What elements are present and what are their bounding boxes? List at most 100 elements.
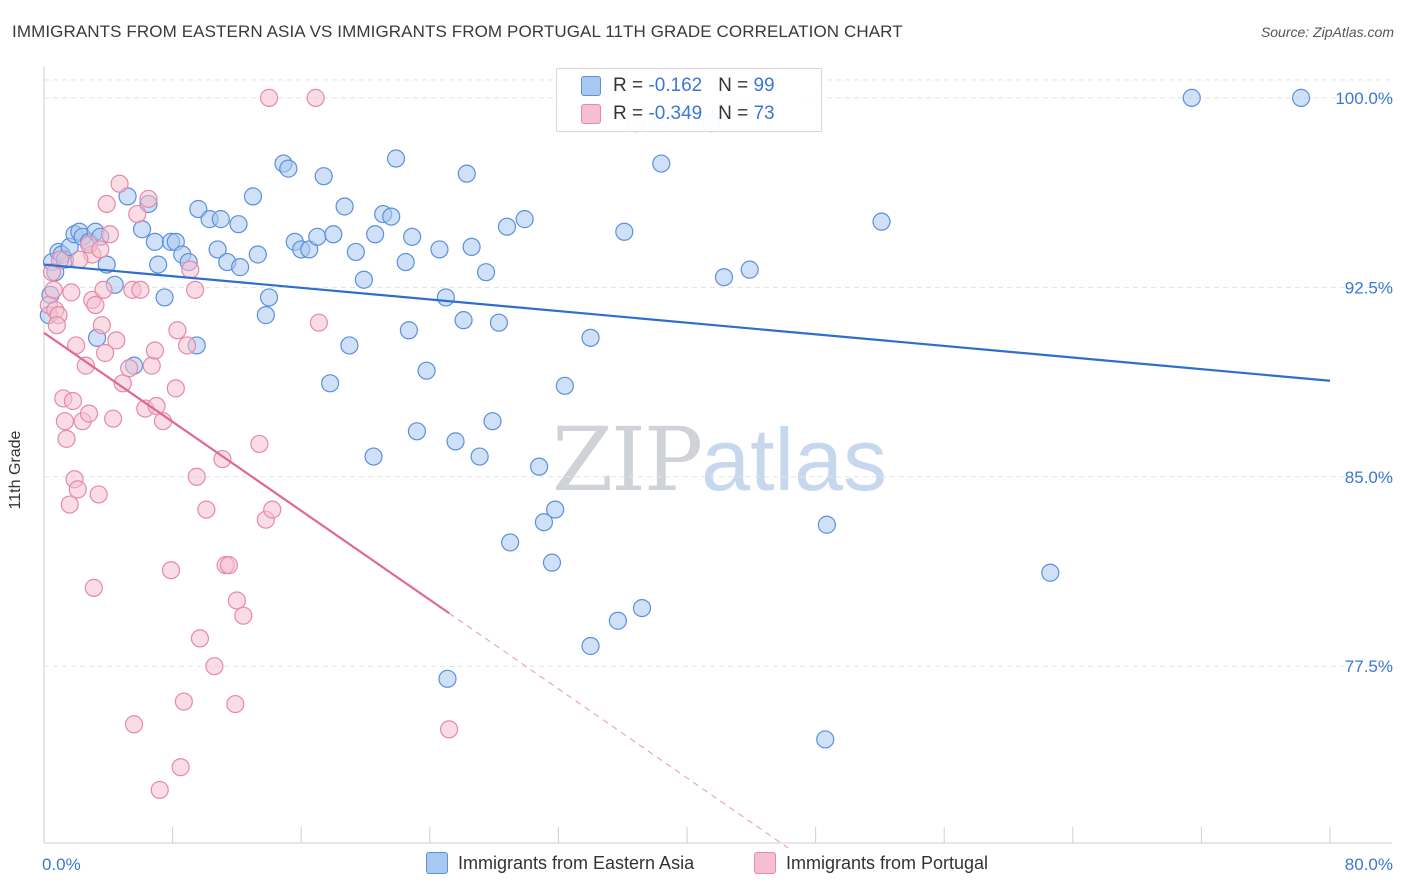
point-portugal — [91, 240, 110, 259]
point-eastern-asia — [229, 215, 248, 234]
point-eastern-asia — [581, 636, 600, 656]
point-eastern-asia — [546, 500, 565, 519]
point-eastern-asia — [132, 220, 152, 239]
legend-row-eastern-asia: R = -0.162 N = 99 — [557, 73, 821, 99]
point-eastern-asia — [208, 240, 227, 259]
point-eastern-asia — [399, 321, 419, 340]
tick-labels: 100.0% 92.5% 85.0% 77.5% 0.0% 80.0% — [42, 89, 1393, 874]
point-portugal — [166, 379, 185, 398]
point-portugal — [250, 434, 269, 454]
trend-line-portugal-extension — [448, 612, 789, 849]
gridlines — [44, 79, 1390, 667]
point-eastern-asia — [335, 197, 354, 216]
point-portugal — [110, 174, 129, 193]
point-eastern-asia — [534, 513, 554, 532]
point-eastern-asia — [211, 210, 230, 229]
y-tick-label: 100.0% — [1335, 89, 1393, 108]
point-portugal — [226, 694, 245, 714]
point-portugal — [57, 429, 76, 448]
point-eastern-asia — [457, 164, 476, 183]
point-eastern-asia — [530, 457, 549, 476]
point-eastern-asia — [454, 311, 473, 330]
trend-line-portugal — [43, 331, 450, 615]
correlation-legend: R = -0.162 N = 99 R = -0.349 N = 73 — [556, 68, 822, 132]
r-value: -0.349 — [648, 103, 703, 124]
point-portugal — [120, 359, 139, 378]
point-portugal — [181, 260, 200, 279]
legend-label: Immigrants from Portugal — [786, 852, 989, 873]
point-portugal — [174, 692, 193, 711]
point-portugal — [306, 88, 325, 107]
point-eastern-asia — [872, 212, 891, 231]
point-eastern-asia — [256, 306, 275, 325]
point-eastern-asia — [231, 258, 250, 277]
point-eastern-asia — [314, 167, 333, 186]
point-portugal — [100, 225, 120, 244]
point-eastern-asia — [248, 245, 267, 264]
point-portugal — [439, 720, 459, 739]
point-portugal — [70, 250, 89, 269]
point-portugal — [95, 343, 115, 363]
point-eastern-asia — [483, 412, 502, 431]
point-eastern-asia — [1182, 88, 1201, 107]
point-eastern-asia — [608, 611, 627, 630]
point-portugal — [79, 404, 99, 423]
r-value: -0.162 — [648, 75, 703, 96]
point-portugal — [68, 480, 87, 499]
point-portugal — [186, 280, 205, 299]
point-eastern-asia — [382, 207, 401, 226]
point-eastern-asia — [632, 598, 652, 618]
legend-row-text: R = -0.162 N = 99 — [613, 75, 775, 97]
y-tick-label: 85.0% — [1345, 468, 1393, 487]
point-portugal — [171, 758, 190, 777]
point-eastern-asia — [403, 227, 422, 246]
point-eastern-asia — [259, 288, 279, 307]
legend-label: Immigrants from Eastern Asia — [458, 852, 695, 873]
point-eastern-asia — [817, 515, 836, 534]
point-portugal — [259, 88, 279, 107]
r-label: R = — [613, 103, 649, 124]
point-eastern-asia — [1041, 563, 1060, 582]
point-eastern-asia — [321, 374, 340, 393]
point-portugal — [309, 313, 328, 332]
legend-swatch-blue — [426, 852, 448, 874]
point-eastern-asia — [816, 730, 835, 749]
point-eastern-asia — [145, 232, 165, 251]
point-portugal — [89, 485, 108, 504]
point-portugal — [107, 331, 126, 350]
point-portugal — [131, 280, 150, 299]
point-portugal — [161, 561, 181, 580]
point-eastern-asia — [476, 263, 496, 282]
n-label: N = — [718, 103, 754, 124]
point-eastern-asia — [366, 225, 385, 244]
point-eastern-asia — [417, 361, 436, 380]
legend-item-portugal[interactable]: Immigrants from Portugal — [754, 852, 988, 874]
point-eastern-asia — [470, 447, 489, 466]
point-portugal — [197, 500, 216, 519]
point-portugal — [205, 657, 224, 676]
point-portugal — [84, 578, 103, 597]
point-eastern-asia — [446, 432, 465, 451]
point-eastern-asia — [149, 255, 168, 274]
source-credit: Source: ZipAtlas.com — [1260, 24, 1394, 40]
legend-swatch-pink — [581, 104, 601, 124]
point-portugal — [142, 356, 161, 375]
axes — [43, 66, 1392, 844]
data-points — [39, 88, 1311, 800]
point-eastern-asia — [407, 422, 427, 441]
point-portugal — [190, 629, 210, 648]
point-portugal — [177, 336, 197, 355]
point-portugal — [124, 715, 144, 734]
point-portugal — [263, 500, 282, 519]
point-eastern-asia — [364, 447, 383, 466]
legend-item-eastern-asia[interactable]: Immigrants from Eastern Asia — [426, 852, 694, 874]
series-legend: Immigrants from Eastern Asia Immigrants … — [0, 852, 1406, 878]
point-eastern-asia — [324, 225, 343, 244]
point-portugal — [92, 316, 111, 335]
n-value: 73 — [753, 103, 775, 124]
point-portugal — [76, 356, 95, 375]
point-eastern-asia — [515, 210, 534, 229]
point-portugal — [94, 280, 113, 299]
point-eastern-asia — [396, 252, 415, 272]
